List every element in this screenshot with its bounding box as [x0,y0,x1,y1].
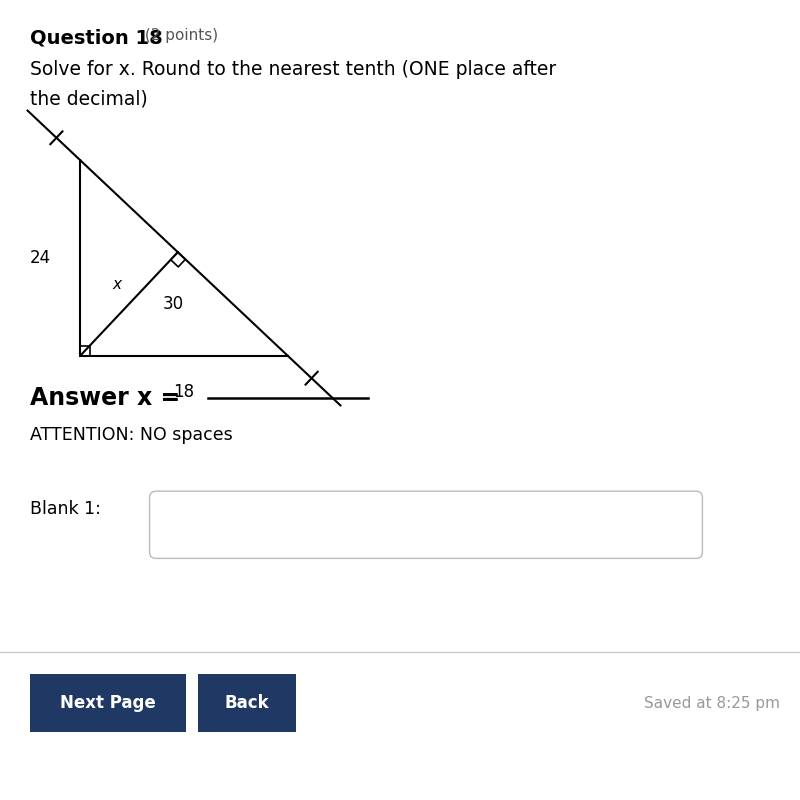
Text: 18: 18 [174,383,194,401]
FancyBboxPatch shape [30,674,186,732]
Text: 30: 30 [162,295,184,313]
Text: x: x [113,277,122,291]
Text: the decimal): the decimal) [30,90,148,109]
Text: Saved at 8:25 pm: Saved at 8:25 pm [644,696,780,710]
Text: Question 18: Question 18 [30,28,163,47]
FancyBboxPatch shape [198,674,296,732]
Text: Next Page: Next Page [60,694,156,712]
Text: Back: Back [225,694,270,712]
Text: ATTENTION: NO spaces: ATTENTION: NO spaces [30,426,233,443]
Text: Blank 1:: Blank 1: [30,500,102,518]
Text: Solve for x. Round to the nearest tenth (ONE place after: Solve for x. Round to the nearest tenth … [30,60,557,79]
Text: (2 points): (2 points) [140,28,218,43]
FancyBboxPatch shape [150,491,702,558]
Text: 24: 24 [30,249,50,267]
Text: Answer x =: Answer x = [30,386,189,410]
